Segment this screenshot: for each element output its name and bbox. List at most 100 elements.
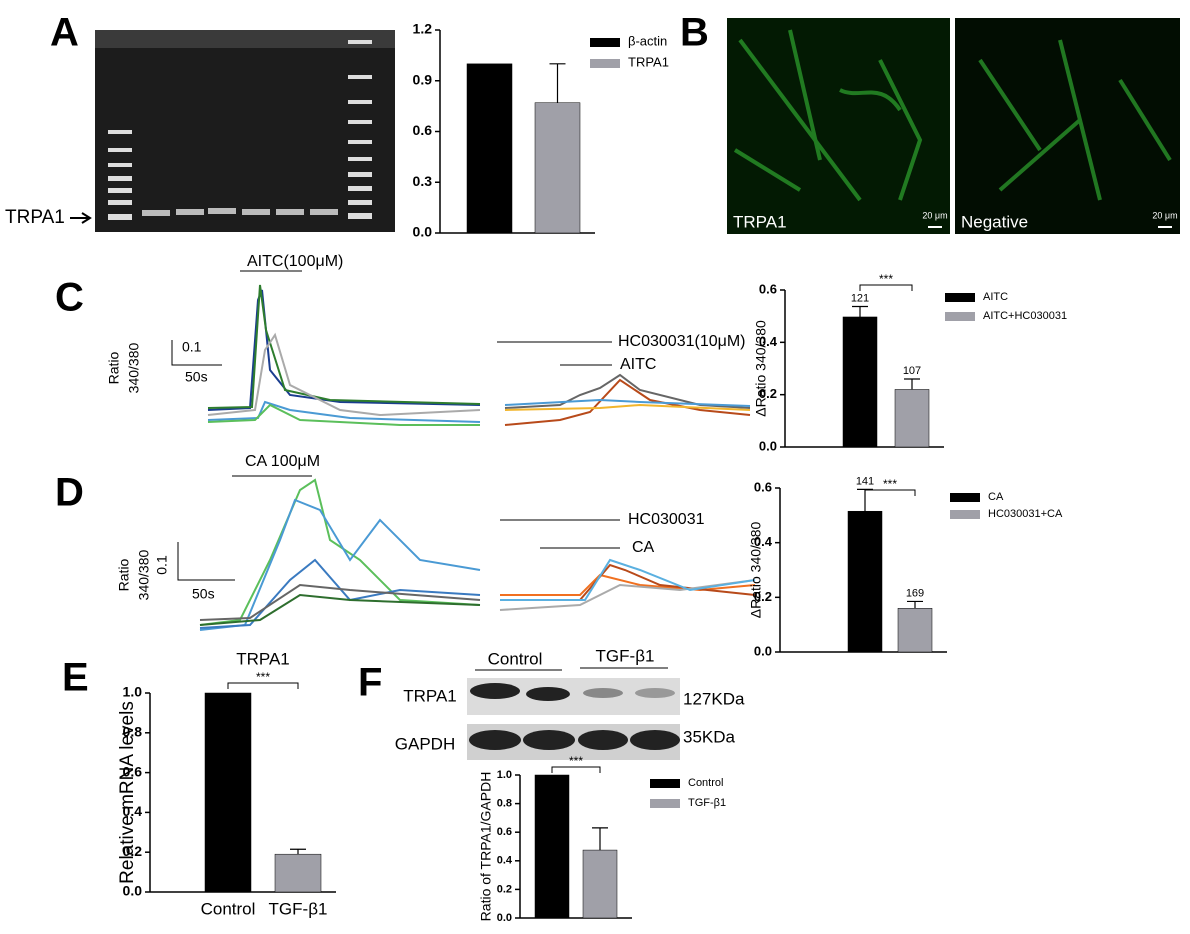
bar <box>274 853 322 893</box>
y-tick-label: 0.3 <box>413 173 433 189</box>
scale-label: 340/380 <box>136 549 152 600</box>
bar <box>582 849 618 919</box>
legend-swatch <box>650 779 680 788</box>
blot-label: 35KDa <box>683 727 736 746</box>
scale-label: Ratio <box>106 351 122 384</box>
significance-bracket <box>227 682 299 689</box>
error-bar <box>904 378 920 390</box>
y-tick-label: 0.9 <box>413 71 433 87</box>
bar <box>847 510 883 653</box>
legend-label: β-actin <box>628 33 667 48</box>
panel-label: B <box>680 11 709 55</box>
significance-label: *** <box>256 670 270 684</box>
blot <box>467 678 680 760</box>
y-axis-label: Relative mRNA levels <box>117 701 138 884</box>
legend-label: Control <box>688 777 723 789</box>
scale-label: Ratio <box>116 558 132 591</box>
y-tick-label: 0.6 <box>497 826 512 838</box>
bar <box>466 63 513 234</box>
bar <box>894 389 930 448</box>
micrograph <box>727 18 950 234</box>
y-tick-label: 0.4 <box>759 334 778 349</box>
significance-bracket <box>551 766 601 773</box>
y-tick-label: 1.0 <box>497 769 512 781</box>
panel-label: C <box>55 276 84 320</box>
blot-label: 127KDa <box>683 689 745 708</box>
blot-label: GAPDH <box>395 734 455 753</box>
error-bar <box>907 600 923 609</box>
error-bar <box>592 827 608 851</box>
traces <box>207 284 751 426</box>
legend-label: TRPA1 <box>628 54 669 69</box>
legend-swatch <box>950 493 980 502</box>
stimulus-label: AITC <box>620 356 656 373</box>
panel-label: A <box>50 11 79 55</box>
y-tick-label: 0.0 <box>413 224 433 240</box>
micrograph <box>955 18 1180 234</box>
bar <box>534 102 581 234</box>
y-tick-label: 0.8 <box>497 798 512 810</box>
legend-label: TGF-β1 <box>688 797 726 809</box>
legend-label: AITC+HC030031 <box>983 310 1067 322</box>
stimulus-label: HC030031 <box>628 511 705 528</box>
y-tick-label: 0.6 <box>759 281 777 296</box>
stimulus-label: CA <box>632 539 655 556</box>
x-tick-label: Control <box>201 899 256 918</box>
data-label: 169 <box>906 587 924 599</box>
scale-label: 20 μm <box>1152 210 1177 220</box>
data-label: 107 <box>903 365 921 377</box>
y-axis-label: ΔRatio 340/380 <box>753 320 769 417</box>
y-axis-label: Ratio of TRPA1/GAPDH <box>478 772 494 922</box>
gel <box>95 30 395 232</box>
y-tick-label: 0.2 <box>754 589 772 604</box>
stimulus-label: HC030031(10μM) <box>618 333 746 350</box>
y-tick-label: 0.4 <box>497 855 513 867</box>
legend-swatch <box>945 312 975 321</box>
arrow <box>70 212 92 224</box>
y-tick-label: 0.4 <box>123 803 143 819</box>
stimulus-label: CA 100μM <box>245 453 320 470</box>
cells <box>733 29 1172 202</box>
significance-label: *** <box>879 272 893 286</box>
bar <box>204 692 252 893</box>
error-bar <box>852 305 868 317</box>
scale-label: 20 μm <box>922 210 947 220</box>
y-tick-label: 0.0 <box>759 438 777 453</box>
y-tick-label: 0.4 <box>754 534 773 549</box>
y-tick-label: 1.0 <box>123 684 143 700</box>
y-tick-label: 0.0 <box>497 912 512 924</box>
y-tick-label: 0.8 <box>123 724 143 740</box>
legend-swatch <box>590 59 620 68</box>
blot-label: Control <box>488 649 543 668</box>
y-tick-label: 0.6 <box>754 479 772 494</box>
legend-swatch <box>950 510 980 519</box>
bar <box>842 316 878 448</box>
legend-swatch <box>945 293 975 302</box>
y-tick-label: 0.6 <box>413 122 433 138</box>
data-label: 121 <box>851 292 869 304</box>
y-tick-label: 0.0 <box>754 643 772 658</box>
panel-label: E <box>62 656 89 700</box>
legend-label: CA <box>988 491 1004 503</box>
data-label: 141 <box>856 475 874 487</box>
chart-title: TRPA1 <box>236 649 290 668</box>
y-tick-label: 0.2 <box>497 883 512 895</box>
panel-label: F <box>358 661 382 705</box>
gel-label: TRPA1 <box>5 207 65 228</box>
significance-bracket <box>864 489 916 496</box>
scale-label: 50s <box>185 369 208 385</box>
scale-label: 340/380 <box>126 342 142 393</box>
blot-label: TRPA1 <box>403 686 457 705</box>
error-bar <box>549 63 566 103</box>
image-label: Negative <box>961 212 1028 231</box>
panel-label: D <box>55 471 84 515</box>
y-tick-label: 0.0 <box>123 883 143 899</box>
scale-label: 0.1 <box>154 555 170 575</box>
error-bar <box>290 848 306 855</box>
traces <box>199 478 756 631</box>
bar <box>534 774 570 919</box>
y-tick-label: 0.6 <box>123 763 143 779</box>
stimulus-label: AITC(100μM) <box>247 253 343 270</box>
scale-bar <box>171 340 222 366</box>
scale-label: 0.1 <box>182 339 202 355</box>
